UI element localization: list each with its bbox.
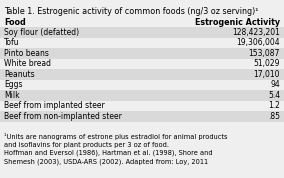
Text: 51,029: 51,029 [254, 59, 280, 68]
Bar [0, 27, 284, 38]
Bar [0, 69, 284, 80]
Text: 5.4: 5.4 [268, 91, 280, 100]
Text: Table 1. Estrogenic activity of common foods (ng/3 oz serving)¹: Table 1. Estrogenic activity of common f… [4, 7, 258, 16]
Text: ¹Units are nanograms of estrone plus estradiol for animal products: ¹Units are nanograms of estrone plus est… [4, 133, 227, 140]
Text: Tofu: Tofu [4, 38, 20, 47]
Text: Beef from non-implanted steer: Beef from non-implanted steer [4, 112, 122, 121]
Text: and isoflavins for plant products per 3 oz of food.: and isoflavins for plant products per 3 … [4, 142, 169, 148]
Text: Food: Food [4, 18, 26, 27]
Text: .85: .85 [268, 112, 280, 121]
Text: White bread: White bread [4, 59, 51, 68]
Bar [0, 111, 284, 122]
Text: Milk: Milk [4, 91, 20, 100]
Text: Hoffman and Eversol (1986), Hartman et al. (1998), Shore and: Hoffman and Eversol (1986), Hartman et a… [4, 150, 213, 156]
Text: 17,010: 17,010 [254, 70, 280, 79]
Text: Pinto beans: Pinto beans [4, 49, 49, 58]
Text: Peanuts: Peanuts [4, 70, 35, 79]
Text: Beef from implanted steer: Beef from implanted steer [4, 101, 105, 110]
Text: Eggs: Eggs [4, 80, 22, 89]
Text: 153,087: 153,087 [248, 49, 280, 58]
Text: Soy flour (defatted): Soy flour (defatted) [4, 28, 79, 37]
Text: Shemesh (2003), USDA-ARS (2002). Adapted from: Loy, 2011: Shemesh (2003), USDA-ARS (2002). Adapted… [4, 158, 208, 165]
Text: Estrogenic Activity: Estrogenic Activity [195, 18, 280, 27]
Text: 128,423,201: 128,423,201 [232, 28, 280, 37]
Text: 1.2: 1.2 [268, 101, 280, 110]
Text: 19,306,004: 19,306,004 [236, 38, 280, 47]
Bar [0, 90, 284, 101]
Bar [0, 48, 284, 59]
Text: 94: 94 [270, 80, 280, 89]
